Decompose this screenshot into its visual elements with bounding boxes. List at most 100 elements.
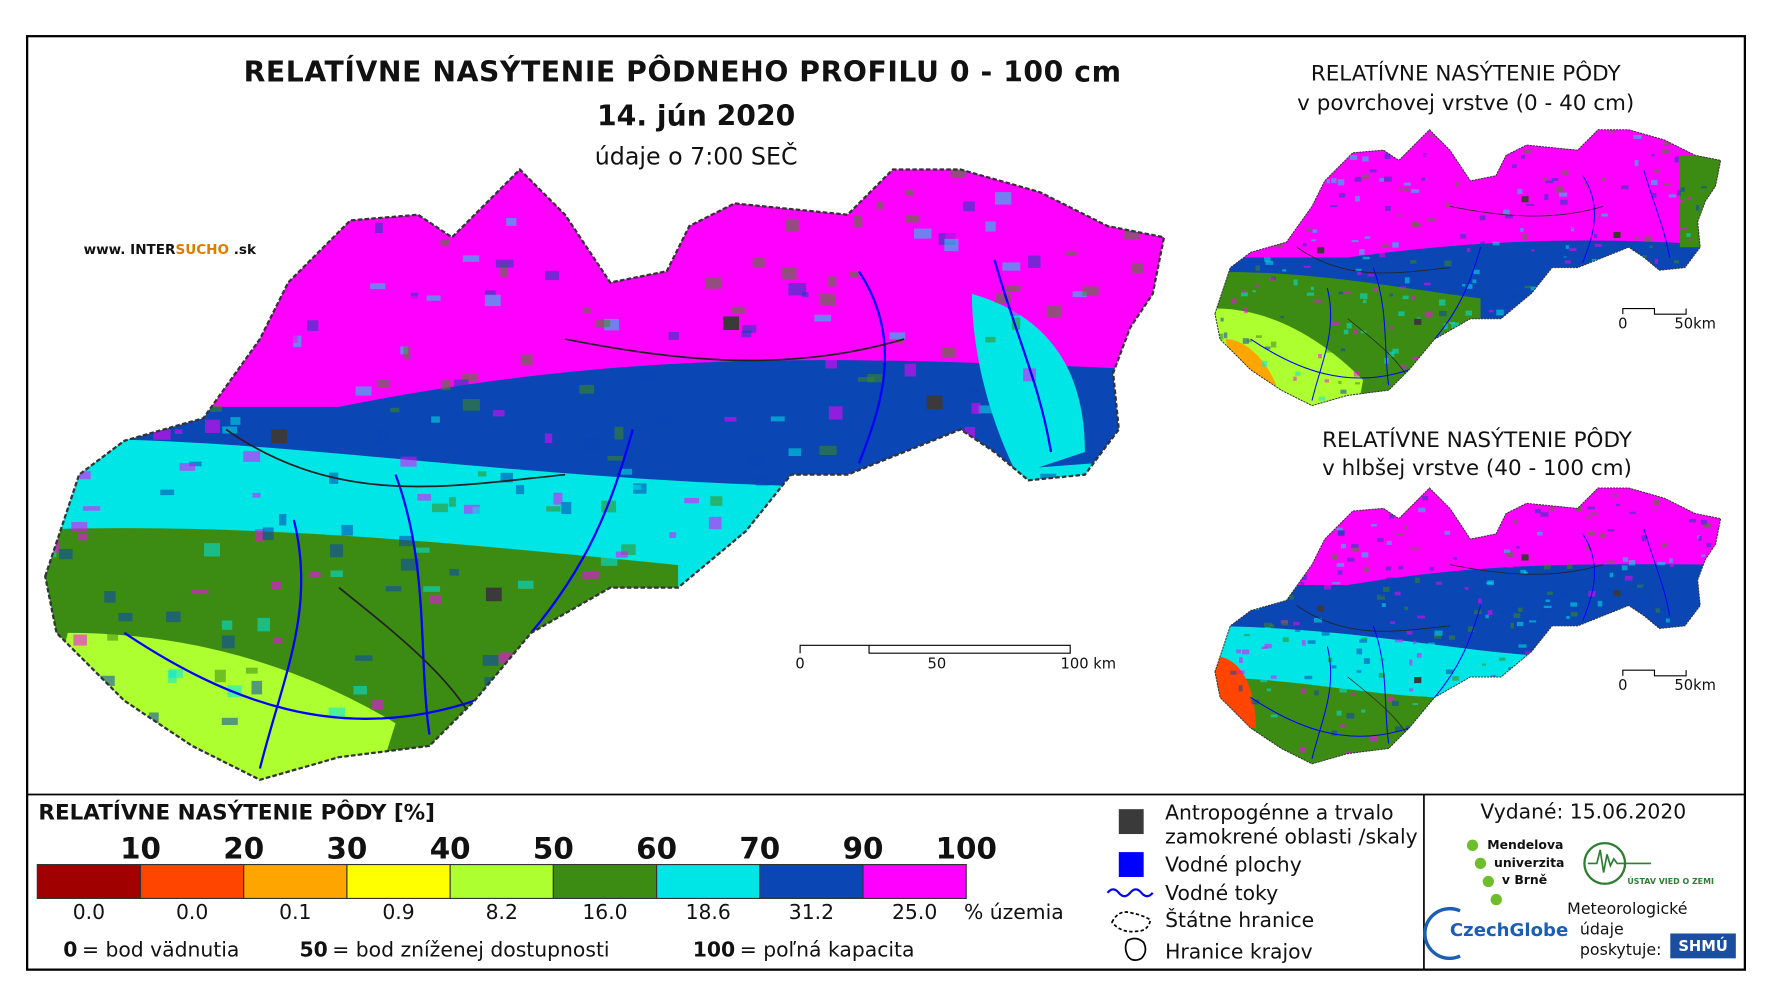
website: www. INTERSUCHO .sk [84,242,257,258]
note-text: = bod vädnutia [82,937,239,961]
map-speck [819,445,837,456]
map-speck [1651,192,1657,198]
map-speck [1593,234,1598,239]
map-speck [1321,630,1330,636]
map-speck [289,554,303,563]
map-zone [971,293,1085,475]
state-border [44,167,1166,781]
map-speck [1653,499,1661,506]
map-speck [1589,512,1598,515]
map-speck [1379,593,1386,597]
map-speck [1586,545,1591,550]
map-speck [985,221,996,232]
river [1372,625,1390,744]
map-speck [818,343,834,352]
scale-line [1622,307,1687,315]
map-speck [1394,726,1403,732]
map-speck [1508,667,1514,670]
river [1250,697,1410,737]
map-speck [752,257,765,268]
map-speck [500,263,508,277]
map-speck [1459,661,1463,666]
map-speck [1293,621,1300,626]
map-speck [492,410,505,417]
map-speck [1389,513,1395,519]
map-speck [1449,321,1455,325]
map-speck [1701,554,1706,557]
map-speck [1224,283,1232,287]
map-speck [1302,243,1307,247]
map-speck [1676,199,1684,203]
inset-subtitle: v hlbšej vrstve (40 - 100 cm) [1322,456,1632,481]
map-speck [1703,524,1712,529]
map-speck [1689,518,1697,523]
map-speck [1568,248,1577,252]
map-speck [1455,181,1459,188]
map-urban [1414,676,1422,684]
map-speck [1601,213,1608,217]
map-speck [462,398,480,411]
map-speck [1538,614,1546,620]
map-speck [604,318,619,331]
map-speck [1485,614,1489,619]
legend-boundary: 50 [533,831,574,865]
map-speck [1472,279,1477,284]
legend-swatch [552,863,658,900]
note-key: 100 [693,937,735,961]
map-speck [1306,228,1313,232]
map-speck [1318,396,1326,401]
map-speck [1357,257,1364,263]
map-speck [448,497,456,507]
map-speck [1383,586,1390,592]
map-speck [1674,156,1679,163]
map-speck [749,455,766,467]
map-speck [1389,621,1396,624]
map-speck [1388,327,1394,330]
river [1434,605,1482,698]
map-speck [1282,269,1287,272]
map-speck [1382,172,1389,176]
map-speck [498,652,513,664]
map-speck [429,594,442,604]
logo-text: údaje [1580,920,1624,939]
map-speck [1445,669,1454,675]
map-urban [1317,605,1325,612]
legend-boundary: 30 [326,831,367,865]
map-speck [1564,260,1571,264]
map-speck [941,347,955,358]
map-speck [1394,591,1401,596]
map-speck [1386,540,1392,545]
map-speck [484,294,501,307]
map-speck [1644,236,1652,242]
map-speck [1412,546,1418,551]
map-speck [1369,735,1378,742]
map-speck [1415,577,1420,583]
map-speck [1131,263,1144,274]
map-speck [1343,329,1349,335]
map-speck [546,506,561,512]
map-speck [1517,607,1523,612]
legend-share: 31.2 [789,900,834,924]
legend-boundary: 100 [936,831,997,865]
map-speck [1265,260,1274,265]
river [1372,267,1390,386]
map-speck [410,292,419,299]
map-speck [556,216,573,227]
map-speck [393,274,410,286]
map-speck [1264,626,1271,631]
map-speck [1331,322,1340,326]
map-speck [1460,233,1467,239]
map-speck [1411,295,1416,300]
map-speck [849,271,859,278]
map-speck [1331,178,1337,184]
map-speck [1385,230,1394,237]
map-speck [1270,714,1278,718]
map-speck [1599,533,1605,538]
map-speck [1423,282,1431,286]
map-key-label: Antropogénne a trvalo [1165,801,1393,825]
legend-note: 100 = poľná kapacita [693,937,915,961]
map-speck [697,316,710,327]
map-speck [1422,495,1428,501]
map-speck [1330,205,1338,208]
map-speck [462,255,480,262]
